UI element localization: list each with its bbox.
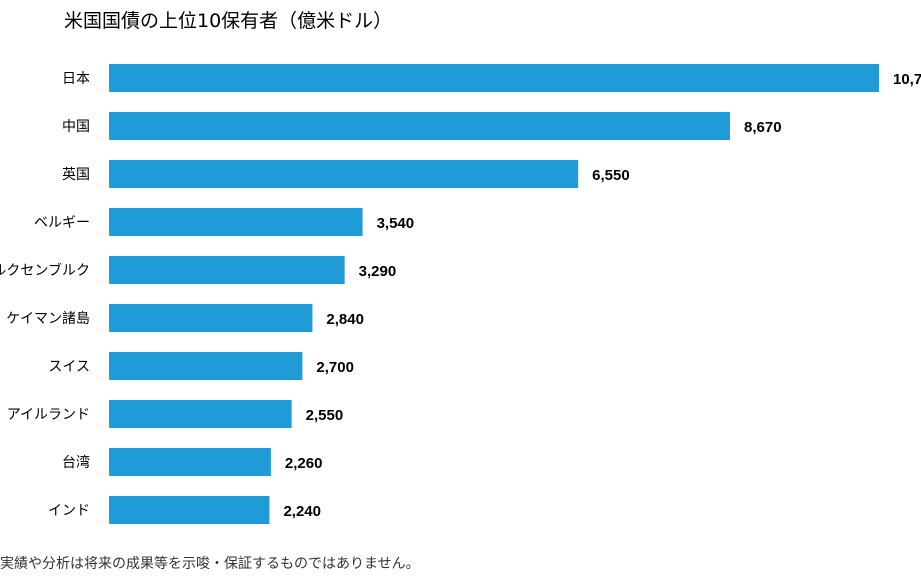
value-label: 3,290 xyxy=(359,263,397,280)
value-label: 2,260 xyxy=(285,455,323,472)
bar-2 xyxy=(109,160,579,188)
value-label: 2,700 xyxy=(316,359,354,376)
category-label: スイス xyxy=(48,359,90,375)
bar-0 xyxy=(109,64,879,92)
footnote: 実績や分析は将来の成果等を示唆・保証するものではありません。 xyxy=(0,556,420,572)
value-label: 2,240 xyxy=(283,503,321,520)
category-label: 日本 xyxy=(62,71,90,87)
value-label: 3,540 xyxy=(377,215,415,232)
category-label: インド xyxy=(48,503,90,519)
bar-4 xyxy=(109,256,345,284)
category-label: ケイマン諸島 xyxy=(6,311,90,327)
category-label: ベルギー xyxy=(34,215,90,231)
bar-9 xyxy=(109,496,270,524)
category-label: ルクセンブルク xyxy=(0,262,90,279)
value-label: 2,840 xyxy=(326,311,364,328)
bar-6 xyxy=(109,352,303,380)
category-label: 台湾 xyxy=(62,454,90,471)
value-label: 10,7 xyxy=(893,71,921,88)
value-label: 2,550 xyxy=(306,407,344,424)
category-label: 中国 xyxy=(62,119,90,135)
bar-8 xyxy=(109,448,271,476)
bar-1 xyxy=(109,112,731,140)
category-label: アイルランド xyxy=(7,407,90,423)
category-label: 英国 xyxy=(62,166,90,183)
bar-3 xyxy=(109,208,363,236)
bar-7 xyxy=(109,400,292,428)
value-label: 8,670 xyxy=(744,119,782,136)
bar-5 xyxy=(109,304,313,332)
value-label: 6,550 xyxy=(592,167,630,184)
chart-title: 米国国債の上位10保有者（億米ドル） xyxy=(64,10,393,32)
